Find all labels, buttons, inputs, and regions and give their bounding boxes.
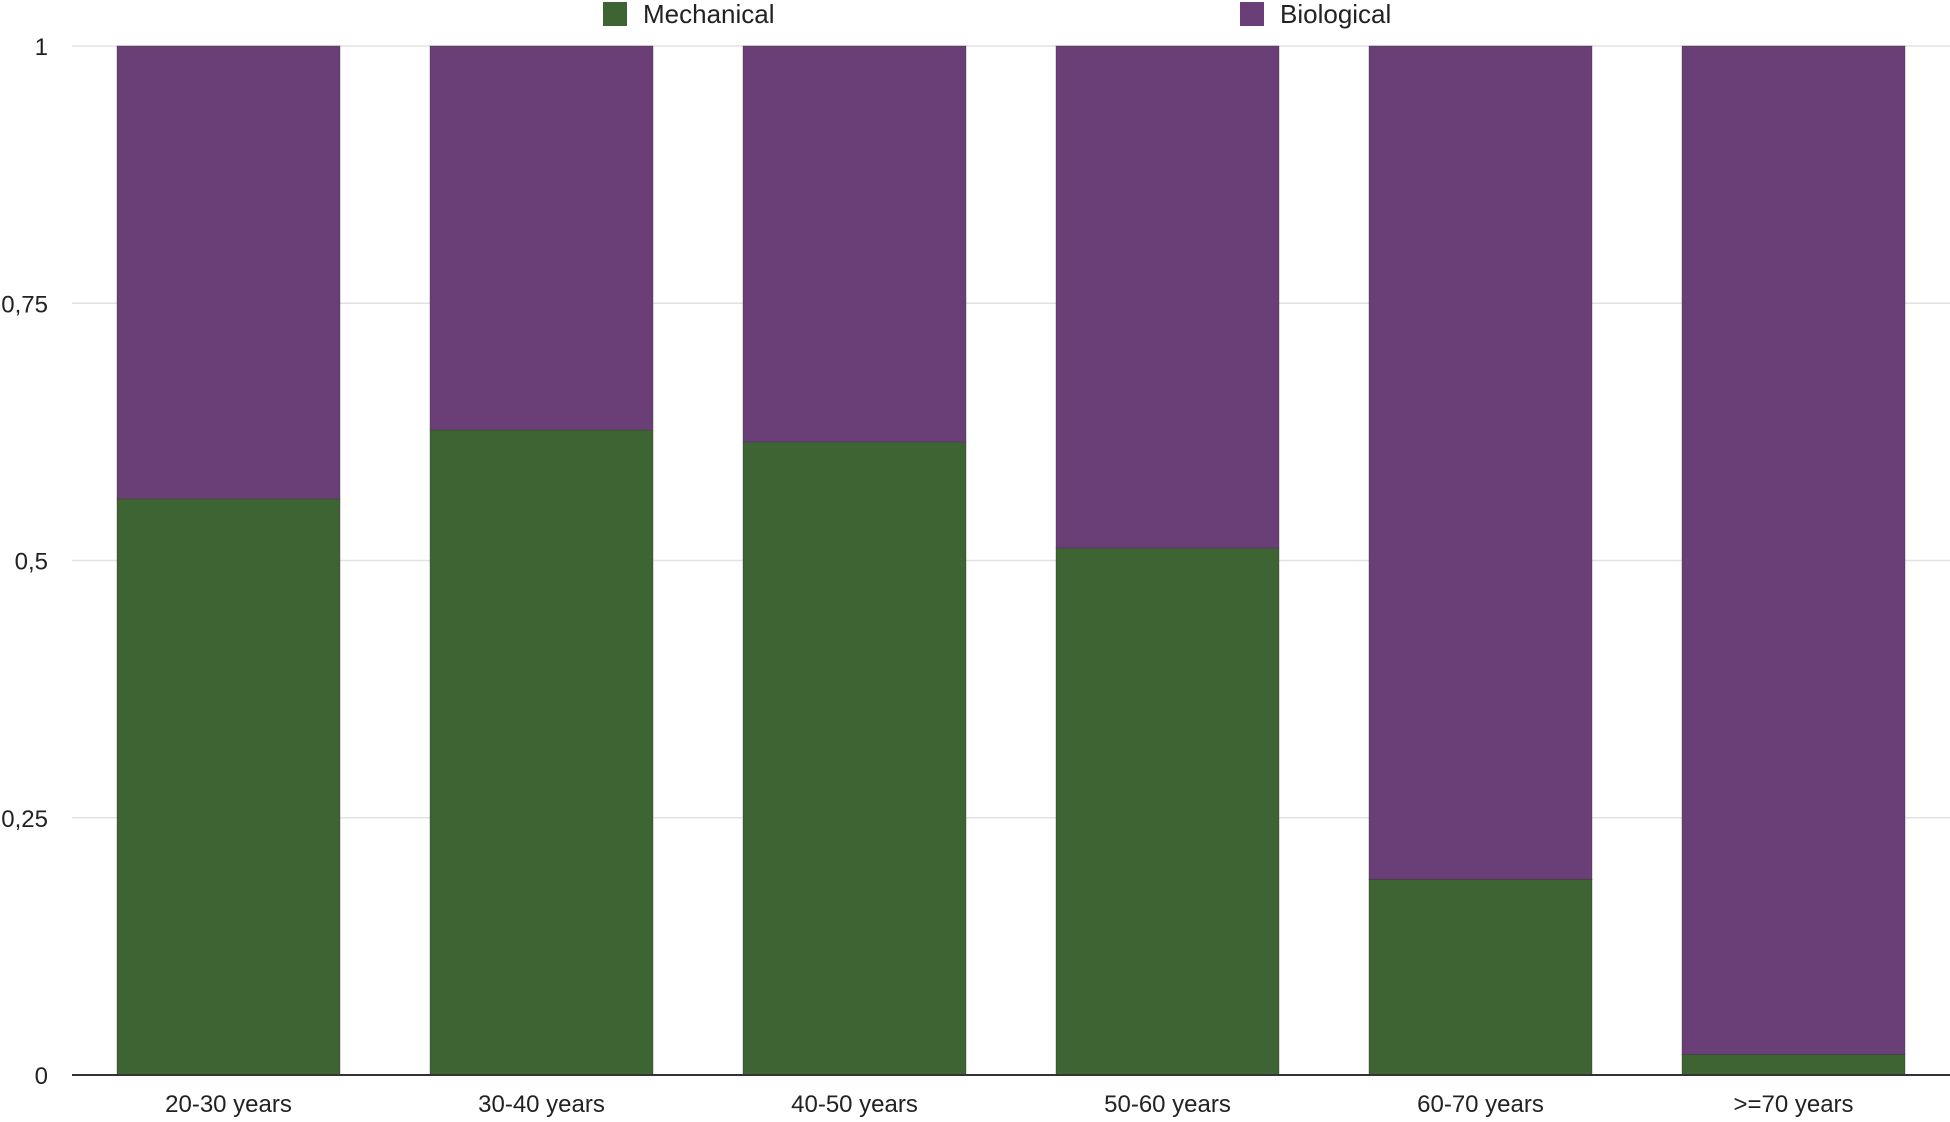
- bar-biological: [742, 45, 967, 443]
- chart-legend: Mechanical Biological: [603, 0, 1391, 29]
- x-tick-label: 50-60 years: [1104, 1091, 1231, 1118]
- bar-biological: [1055, 45, 1280, 549]
- y-tick-label: 0: [35, 1063, 48, 1090]
- y-tick-label: 0,25: [1, 806, 48, 833]
- bar-biological: [116, 45, 341, 500]
- x-tick-label: 30-40 years: [478, 1091, 605, 1118]
- bar-mechanical: [1681, 1053, 1906, 1076]
- bar-biological: [1681, 45, 1906, 1055]
- x-tick-label: 20-30 years: [165, 1091, 292, 1118]
- bar-mechanical: [116, 498, 341, 1076]
- bars-group: [116, 45, 1906, 1076]
- bar-mechanical: [1055, 547, 1280, 1076]
- bar-mechanical: [429, 429, 654, 1076]
- bar-mechanical: [742, 441, 967, 1076]
- x-tick-label: >=70 years: [1733, 1091, 1853, 1118]
- y-tick-label: 0,75: [1, 291, 48, 318]
- y-axis-ticks: 0 0,25 0,5 0,75 1: [1, 34, 48, 1090]
- bar-mechanical: [1368, 878, 1593, 1076]
- legend-swatch-biological: [1240, 2, 1264, 26]
- x-tick-label: 60-70 years: [1417, 1091, 1544, 1118]
- legend-label-biological: Biological: [1280, 0, 1391, 29]
- legend-item-biological: Biological: [1240, 0, 1391, 29]
- y-tick-label: 1: [35, 34, 48, 61]
- legend-item-mechanical: Mechanical: [603, 0, 775, 29]
- legend-swatch-mechanical: [603, 2, 627, 26]
- bar-biological: [429, 45, 654, 431]
- x-axis-labels: 20-30 years 30-40 years 40-50 years 50-60 y…: [165, 1091, 1853, 1118]
- y-tick-label: 0,5: [15, 549, 48, 576]
- x-tick-label: 40-50 years: [791, 1091, 918, 1118]
- bar-biological: [1368, 45, 1593, 880]
- legend-label-mechanical: Mechanical: [643, 0, 775, 29]
- gridlines: [72, 45, 1950, 819]
